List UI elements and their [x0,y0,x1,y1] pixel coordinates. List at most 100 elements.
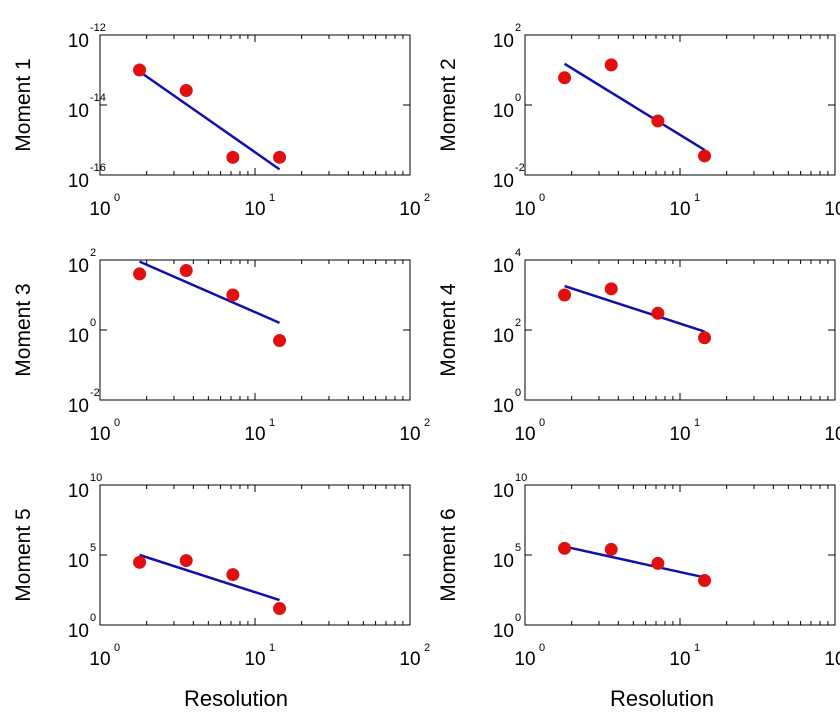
y-tick-exponent: -2 [90,387,100,399]
plot-area [99,484,411,626]
data-point [226,568,240,582]
y-axis-label: Moment 1 [12,58,35,151]
x-tick-exponent: 0 [114,192,120,204]
y-tick-label: 10 [493,396,514,417]
data-point [133,267,147,281]
x-tick-exponent: 2 [424,417,430,429]
data-point [698,574,712,588]
y-tick-exponent: 2 [515,22,521,34]
x-tick-label: 10 [514,649,535,670]
data-point [558,71,572,85]
x-tick-label: 10 [824,649,840,670]
fit-line [138,70,281,171]
y-tick-label: 10 [493,326,514,347]
y-tick-exponent: -16 [90,162,106,174]
data-point [604,282,618,296]
x-tick-label: 10 [514,199,535,220]
x-tick-exponent: 1 [694,192,700,204]
data-point [179,264,193,278]
y-tick-label: 10 [493,621,514,642]
y-tick-exponent: 10 [90,472,102,484]
x-tick-label: 10 [244,649,265,670]
x-tick-label: 10 [824,424,840,445]
data-point [558,288,572,302]
y-tick-label: 10 [68,396,89,417]
y-tick-label: 10 [68,621,89,642]
y-tick-exponent: 0 [515,92,521,104]
y-tick-label: 10 [493,481,514,502]
x-tick-label: 10 [399,424,420,445]
x-tick-exponent: 2 [424,192,430,204]
fit-line [564,545,705,579]
plot-area [524,34,836,176]
y-tick-exponent: 10 [515,472,527,484]
y-axis-label: Moment 6 [437,508,460,601]
data-point [273,150,287,164]
y-tick-label: 10 [68,101,89,122]
data-point [558,541,572,555]
plot-area [99,259,411,401]
y-tick-label: 10 [493,171,514,192]
data-point [179,554,193,568]
x-tick-label: 10 [89,649,110,670]
y-tick-exponent: 4 [515,247,521,259]
x-tick-exponent: 1 [269,642,275,654]
data-point [273,602,287,616]
fit-line [139,260,281,325]
x-tick-label: 10 [89,424,110,445]
data-point [698,331,712,345]
y-tick-exponent: 0 [90,612,96,624]
data-point [179,83,193,97]
y-tick-exponent: 0 [90,317,96,329]
y-tick-exponent: -14 [90,92,106,104]
x-tick-exponent: 0 [539,642,545,654]
y-tick-exponent: -2 [515,162,525,174]
y-axis-label: Moment 5 [12,508,35,601]
x-tick-label: 10 [669,649,690,670]
y-tick-label: 10 [68,171,89,192]
y-tick-label: 10 [68,551,89,572]
x-tick-exponent: 0 [539,417,545,429]
y-tick-exponent: 5 [90,542,96,554]
x-tick-label: 10 [824,199,840,220]
y-tick-exponent: 2 [90,247,96,259]
y-axis-label: Moment 2 [437,58,460,151]
x-tick-label: 10 [244,424,265,445]
data-point [651,306,665,320]
x-tick-exponent: 0 [114,417,120,429]
data-point [604,58,618,72]
x-tick-exponent: 1 [694,642,700,654]
x-tick-exponent: 0 [539,192,545,204]
data-point [226,288,240,302]
y-tick-exponent: 5 [515,542,521,554]
data-point [604,542,618,556]
data-point [133,555,147,569]
x-tick-exponent: 1 [269,192,275,204]
plot-area [524,484,836,626]
x-axis-label-left: Resolution [184,686,288,711]
data-point [273,334,287,348]
subplot-moment-4: 100101102100102104Moment 4 [437,247,840,445]
x-axis-label-right: Resolution [610,686,714,711]
y-tick-label: 10 [493,551,514,572]
y-axis-label: Moment 4 [437,283,460,377]
y-tick-exponent: 0 [515,612,521,624]
x-tick-exponent: 2 [424,642,430,654]
fit-line [139,553,280,602]
y-tick-exponent: 0 [515,387,521,399]
data-point [651,556,665,570]
x-tick-exponent: 1 [269,417,275,429]
x-tick-exponent: 0 [114,642,120,654]
y-tick-label: 10 [68,256,89,277]
x-tick-label: 10 [244,199,265,220]
x-tick-label: 10 [669,199,690,220]
x-tick-label: 10 [399,199,420,220]
x-tick-label: 10 [514,424,535,445]
y-tick-label: 10 [493,256,514,277]
